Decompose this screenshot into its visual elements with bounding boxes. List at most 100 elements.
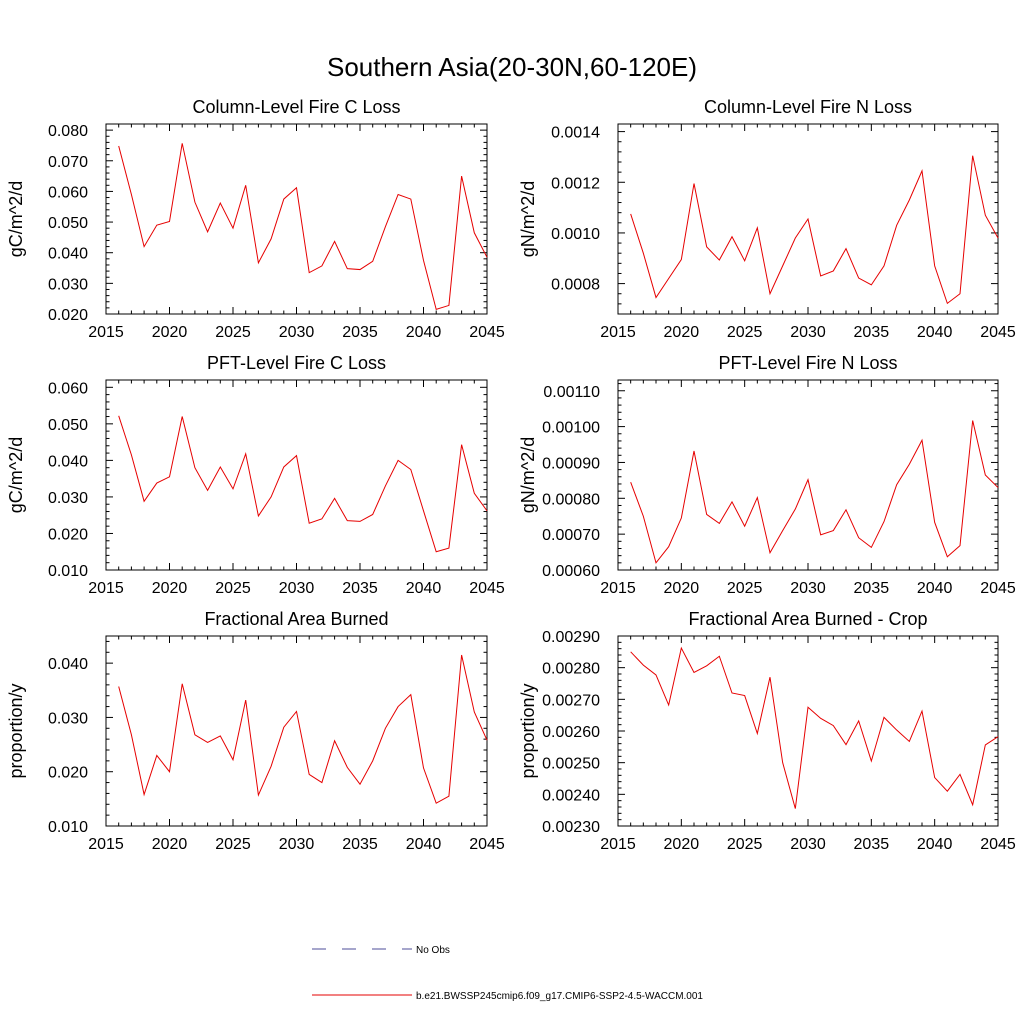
y-tick-label: 0.030 [48,710,88,727]
y-tick-label: 0.00290 [542,629,600,646]
x-tick-label: 2020 [664,324,700,341]
x-tick-label: 2030 [279,836,315,853]
x-tick-label: 2020 [152,580,188,597]
panels: Column-Level Fire C Loss gC/m^2/d 2015 2020… [6,97,1016,853]
y-tick-label: 0.00250 [542,756,600,773]
y-tick-label: 0.00260 [542,724,600,741]
x-tick-label: 2040 [917,324,953,341]
x-tick-label: 2025 [215,324,251,341]
legend: No Obs b.e21.BWSSP245cmip6.f09_g17.CMIP6… [312,945,703,1002]
x-tick-label: 2045 [469,324,505,341]
x-tick-label: 2045 [980,324,1016,341]
y-tick-label: 0.010 [48,819,88,836]
y-tick-label: 0.050 [48,215,88,232]
x-tick-label: 2015 [600,324,636,341]
panel-title: Column-Level Fire N Loss [704,97,912,117]
y-tick-label: 0.00100 [542,420,600,437]
figure-title: Southern Asia(20-30N,60-120E) [327,52,697,82]
x-tick-label: 2035 [342,836,378,853]
x-tick-label: 2035 [854,580,890,597]
y-tick-label: 0.0008 [551,277,600,294]
y-tick-label: 0.0012 [551,175,600,192]
series-line [118,143,488,311]
y-tick-label: 0.00080 [542,491,600,508]
x-tick-label: 2035 [342,580,378,597]
x-tick-label: 2025 [215,836,251,853]
y-tick-label: 0.030 [48,490,88,507]
series-line [118,654,488,804]
legend-label-no-obs: No Obs [416,945,450,956]
chart-panel-4: PFT-Level Fire N Loss gN/m^2/d 2015 2020 202… [518,353,1016,597]
plot-frame [617,635,999,827]
y-tick-label: 0.010 [48,563,88,580]
x-tick-label: 2040 [406,580,442,597]
y-tick-label: 0.00070 [542,527,600,544]
panel-title: PFT-Level Fire C Loss [207,353,386,373]
y-axis-label: proportion/y [518,683,538,778]
x-tick-label: 2025 [727,580,763,597]
panel-title: Fractional Area Burned - Crop [688,609,927,629]
y-axis-label: gC/m^2/d [6,181,26,257]
series-line [630,646,999,809]
x-tick-label: 2015 [600,836,636,853]
x-tick-label: 2035 [854,836,890,853]
y-tick-label: 0.020 [48,765,88,782]
y-tick-label: 0.00230 [542,819,600,836]
x-tick-label: 2035 [342,324,378,341]
x-tick-label: 2015 [600,580,636,597]
x-tick-label: 2040 [406,836,442,853]
x-tick-label: 2035 [854,324,890,341]
chart-panel-1: Column-Level Fire C Loss gC/m^2/d 2015 2020… [6,97,505,341]
panel-title: Fractional Area Burned [204,609,388,629]
x-tick-label: 2045 [980,580,1016,597]
series-line [118,415,488,553]
x-tick-label: 2015 [88,580,124,597]
x-tick-label: 2030 [279,324,315,341]
series-line [630,155,999,305]
y-tick-label: 0.0014 [551,125,600,142]
x-tick-label: 2020 [152,836,188,853]
y-tick-label: 0.00240 [542,787,600,804]
x-tick-label: 2040 [917,580,953,597]
series-line [630,420,999,564]
y-axis-label: gC/m^2/d [6,437,26,513]
y-tick-label: 0.00090 [542,455,600,472]
x-tick-label: 2020 [152,324,188,341]
x-tick-label: 2045 [469,580,505,597]
panel-title: Column-Level Fire C Loss [192,97,400,117]
y-tick-label: 0.00270 [542,692,600,709]
y-axis-label: gN/m^2/d [518,437,538,513]
y-tick-label: 0.040 [48,656,88,673]
y-tick-label: 0.020 [48,307,88,324]
x-tick-label: 2015 [88,324,124,341]
y-axis-label: proportion/y [6,683,26,778]
chart-panel-5: Fractional Area Burned proportion/y 2015 20… [6,609,505,853]
x-tick-label: 2025 [215,580,251,597]
y-tick-label: 0.040 [48,246,88,263]
chart-panel-2: Column-Level Fire N Loss gN/m^2/d 2015 2020… [518,97,1016,341]
y-tick-label: 0.00110 [543,384,600,401]
x-tick-label: 2020 [664,580,700,597]
y-tick-label: 0.060 [48,184,88,201]
x-tick-label: 2025 [727,324,763,341]
chart-panel-3: PFT-Level Fire C Loss gC/m^2/d 2015 2020 202… [6,353,505,597]
x-tick-label: 2030 [790,836,826,853]
y-axis-label: gN/m^2/d [518,181,538,257]
x-tick-label: 2020 [664,836,700,853]
y-tick-label: 0.050 [48,417,88,434]
y-tick-label: 0.080 [48,123,88,140]
plot-frame [105,379,488,571]
x-tick-label: 2040 [917,836,953,853]
x-tick-label: 2045 [469,836,505,853]
y-tick-label: 0.0010 [551,226,600,243]
x-tick-label: 2030 [279,580,315,597]
x-tick-label: 2040 [406,324,442,341]
y-tick-label: 0.040 [48,453,88,470]
x-tick-label: 2025 [727,836,763,853]
y-tick-label: 0.00280 [542,661,600,678]
x-tick-label: 2045 [980,836,1016,853]
plot-frame [617,379,999,571]
y-tick-label: 0.020 [48,526,88,543]
y-tick-label: 0.060 [48,380,88,397]
y-tick-label: 0.030 [48,276,88,293]
